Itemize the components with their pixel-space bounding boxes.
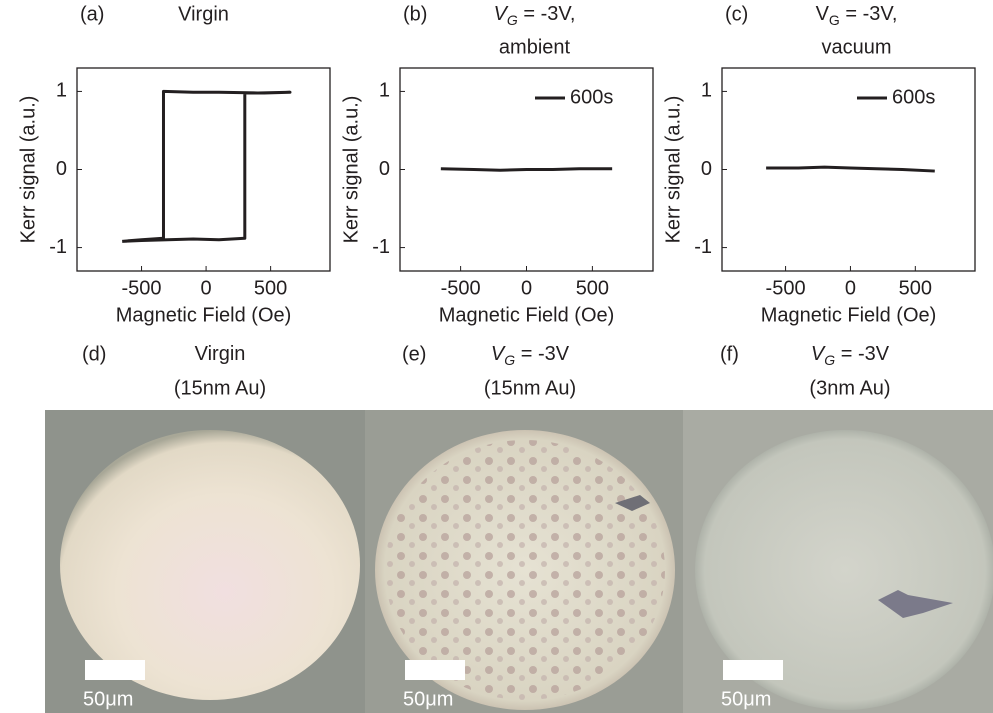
x-axis-label: Magnetic Field (Oe) bbox=[761, 304, 937, 326]
data-line bbox=[766, 165, 935, 173]
panel-subtitle: ambient bbox=[499, 36, 571, 58]
scale-bar-label: 50μm bbox=[403, 688, 453, 710]
title-part: V bbox=[811, 343, 826, 365]
title-part: = -3V bbox=[835, 343, 890, 365]
panel-subtitle: vacuum bbox=[821, 36, 891, 58]
panel-label: (c) bbox=[725, 3, 748, 25]
data-line bbox=[122, 89, 292, 243]
panel-title: VG = -3V bbox=[811, 343, 890, 367]
panel-subtitle: (15nm Au) bbox=[484, 377, 576, 399]
panel-subtitle: (15nm Au) bbox=[174, 377, 266, 399]
micrographs bbox=[45, 410, 993, 713]
panel-label: (d) bbox=[82, 343, 106, 365]
x-tick-label: -500 bbox=[441, 277, 481, 299]
title-part: V bbox=[816, 3, 830, 25]
title-part: Virgin bbox=[195, 343, 246, 365]
scale-bar bbox=[405, 660, 465, 680]
data-line bbox=[440, 167, 613, 172]
x-axis-label: Magnetic Field (Oe) bbox=[439, 304, 615, 326]
scale-bar bbox=[723, 660, 783, 680]
y-axis-label: Kerr signal (a.u.) bbox=[340, 96, 362, 244]
panel-title: Virgin bbox=[178, 3, 229, 25]
panel-subtitle: (3nm Au) bbox=[809, 377, 890, 399]
y-tick-label: 1 bbox=[701, 80, 712, 102]
x-tick-label: 500 bbox=[576, 277, 609, 299]
plot-frame bbox=[721, 67, 976, 272]
y-axis-label: Kerr signal (a.u.) bbox=[662, 96, 684, 244]
defect bbox=[615, 495, 650, 511]
title-part: G bbox=[824, 352, 835, 368]
title-part: V bbox=[491, 343, 506, 365]
scale-bar-label: 50μm bbox=[721, 688, 771, 710]
x-tick-label: -500 bbox=[122, 277, 162, 299]
panel-label: (a) bbox=[80, 3, 104, 25]
legend-label: 600s bbox=[570, 86, 613, 108]
y-axis-label: Kerr signal (a.u.) bbox=[17, 96, 39, 244]
droplet bbox=[60, 430, 360, 700]
y-tick-label: 1 bbox=[379, 80, 390, 102]
y-tick-label: -1 bbox=[49, 236, 67, 258]
y-tick-label: 0 bbox=[56, 158, 67, 180]
panel-title: Virgin bbox=[195, 343, 246, 365]
panel-label: (f) bbox=[720, 343, 739, 365]
droplet bbox=[695, 430, 993, 710]
legend-label: 600s bbox=[892, 86, 935, 108]
title-part: G bbox=[504, 352, 515, 368]
x-tick-label: 0 bbox=[201, 277, 212, 299]
x-tick-label: 500 bbox=[254, 277, 287, 299]
title-part: G bbox=[507, 12, 518, 28]
x-tick-label: 500 bbox=[899, 277, 932, 299]
panel-title: VG = -3V, bbox=[816, 3, 898, 27]
x-tick-label: -500 bbox=[766, 277, 806, 299]
y-tick-label: 1 bbox=[56, 80, 67, 102]
panel-title: VG = -3V, bbox=[494, 3, 576, 27]
defect bbox=[878, 590, 953, 618]
title-part: G bbox=[829, 12, 840, 28]
y-tick-label: 0 bbox=[379, 158, 390, 180]
x-tick-label: 0 bbox=[521, 277, 532, 299]
panel-title: VG = -3V bbox=[491, 343, 570, 367]
bubbles bbox=[385, 440, 665, 700]
x-axis-label: Magnetic Field (Oe) bbox=[116, 304, 292, 326]
title-part: = -3V, bbox=[840, 3, 898, 25]
x-tick-label: 0 bbox=[845, 277, 856, 299]
y-tick-label: -1 bbox=[372, 236, 390, 258]
panel-label: (e) bbox=[402, 343, 426, 365]
title-part: = -3V bbox=[515, 343, 570, 365]
y-tick-label: 0 bbox=[701, 158, 712, 180]
title-part: = -3V, bbox=[518, 3, 576, 25]
panel-label: (b) bbox=[403, 3, 427, 25]
title-part: V bbox=[494, 3, 509, 25]
scale-bar-label: 50μm bbox=[83, 688, 133, 710]
scale-bar bbox=[85, 660, 145, 680]
y-tick-label: -1 bbox=[694, 236, 712, 258]
